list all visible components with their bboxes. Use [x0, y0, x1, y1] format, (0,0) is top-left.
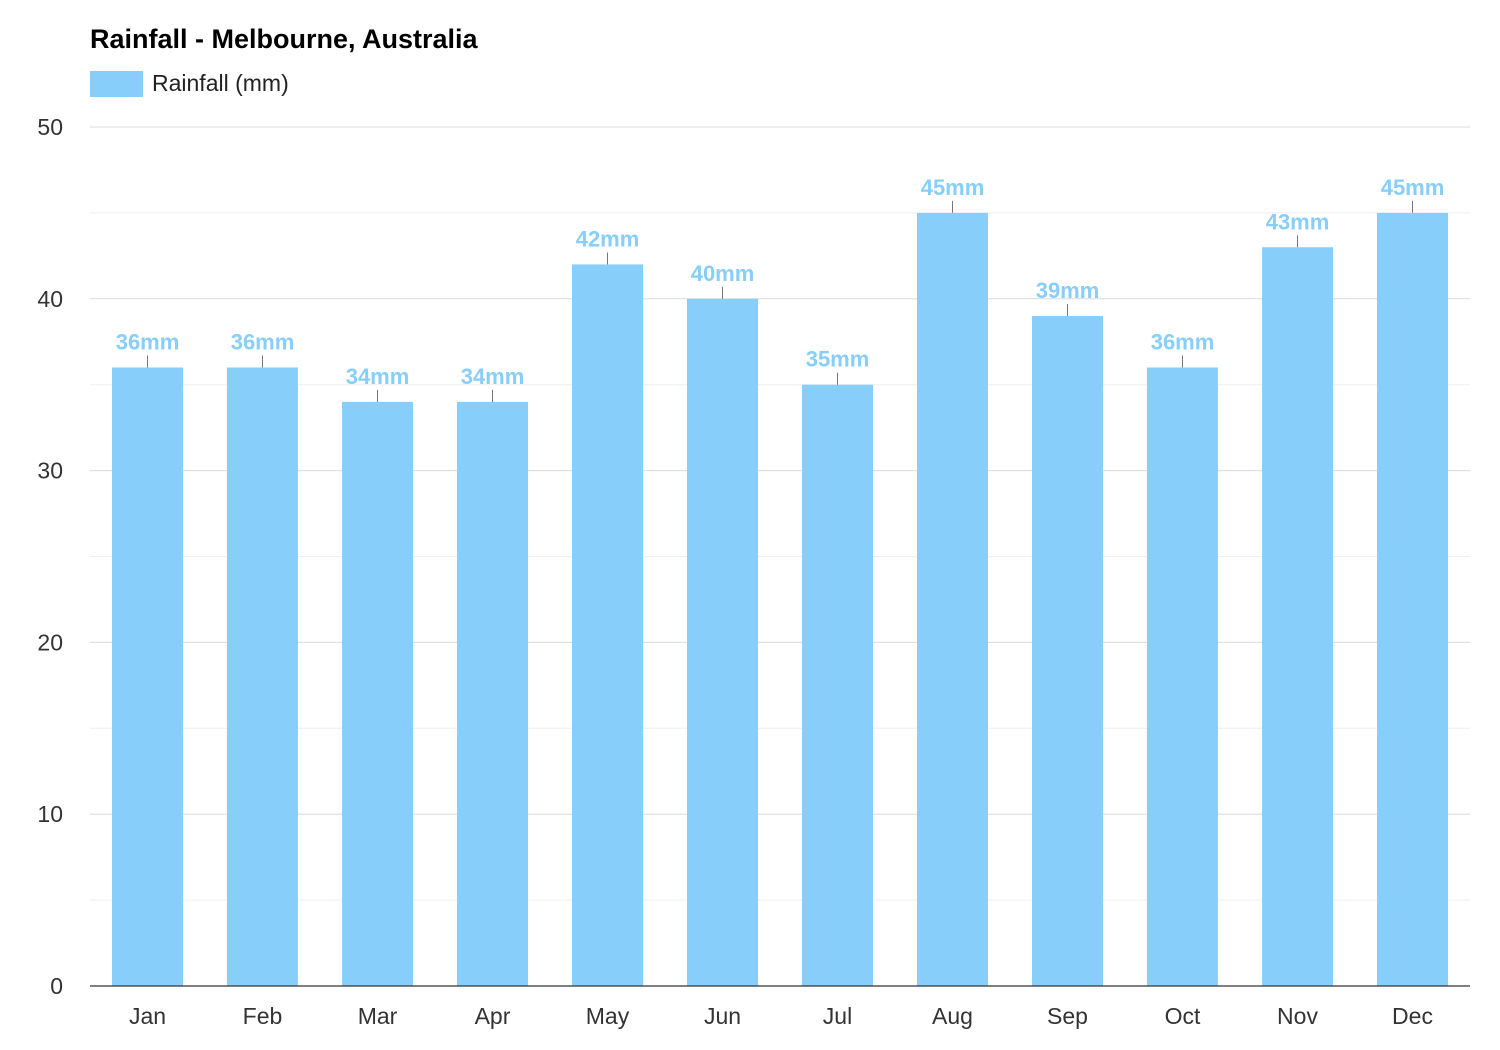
data-label: 45mm: [921, 175, 985, 200]
y-tick-label: 20: [37, 629, 63, 655]
data-label: 42mm: [576, 226, 640, 251]
bar: [917, 212, 988, 986]
x-tick-label: Dec: [1392, 1003, 1433, 1029]
bar: [802, 384, 873, 986]
bar: [572, 264, 643, 986]
data-label: 36mm: [1151, 330, 1215, 355]
data-label: 45mm: [1381, 175, 1445, 200]
x-tick-label: Mar: [358, 1003, 398, 1029]
y-tick-label: 30: [37, 458, 63, 484]
y-tick-label: 40: [37, 286, 63, 312]
x-tick-label: Aug: [932, 1003, 973, 1029]
data-label: 36mm: [231, 330, 295, 355]
data-label: 40mm: [691, 261, 755, 286]
y-tick-label: 10: [37, 801, 63, 827]
data-label: 43mm: [1266, 209, 1330, 234]
bar: [342, 401, 413, 986]
x-tick-label: Oct: [1165, 1003, 1201, 1029]
data-label: 34mm: [346, 364, 410, 389]
data-label: 35mm: [806, 347, 870, 372]
y-tick-label: 0: [50, 973, 63, 999]
legend-label: Rainfall (mm): [152, 70, 289, 96]
bar: [1377, 212, 1448, 986]
bar: [687, 298, 758, 986]
bar: [457, 401, 528, 986]
data-label: 34mm: [461, 364, 525, 389]
bar: [112, 367, 183, 986]
x-tick-label: Apr: [475, 1003, 511, 1029]
bar: [1262, 247, 1333, 986]
x-tick-label: Nov: [1277, 1003, 1318, 1029]
bar: [227, 367, 298, 986]
x-tick-label: Jan: [129, 1003, 166, 1029]
x-tick-label: May: [586, 1003, 630, 1029]
data-label: 36mm: [116, 330, 180, 355]
x-tick-label: Jul: [823, 1003, 852, 1029]
bar: [1032, 315, 1103, 987]
data-label: 39mm: [1036, 278, 1100, 303]
legend-swatch: [90, 70, 143, 97]
chart-title: Rainfall - Melbourne, Australia: [90, 24, 478, 54]
x-tick-label: Sep: [1047, 1003, 1088, 1029]
x-tick-label: Feb: [243, 1003, 283, 1029]
y-tick-label: 50: [37, 114, 63, 140]
x-tick-label: Jun: [704, 1003, 741, 1029]
legend: Rainfall (mm): [90, 70, 289, 97]
bar: [1147, 367, 1218, 986]
